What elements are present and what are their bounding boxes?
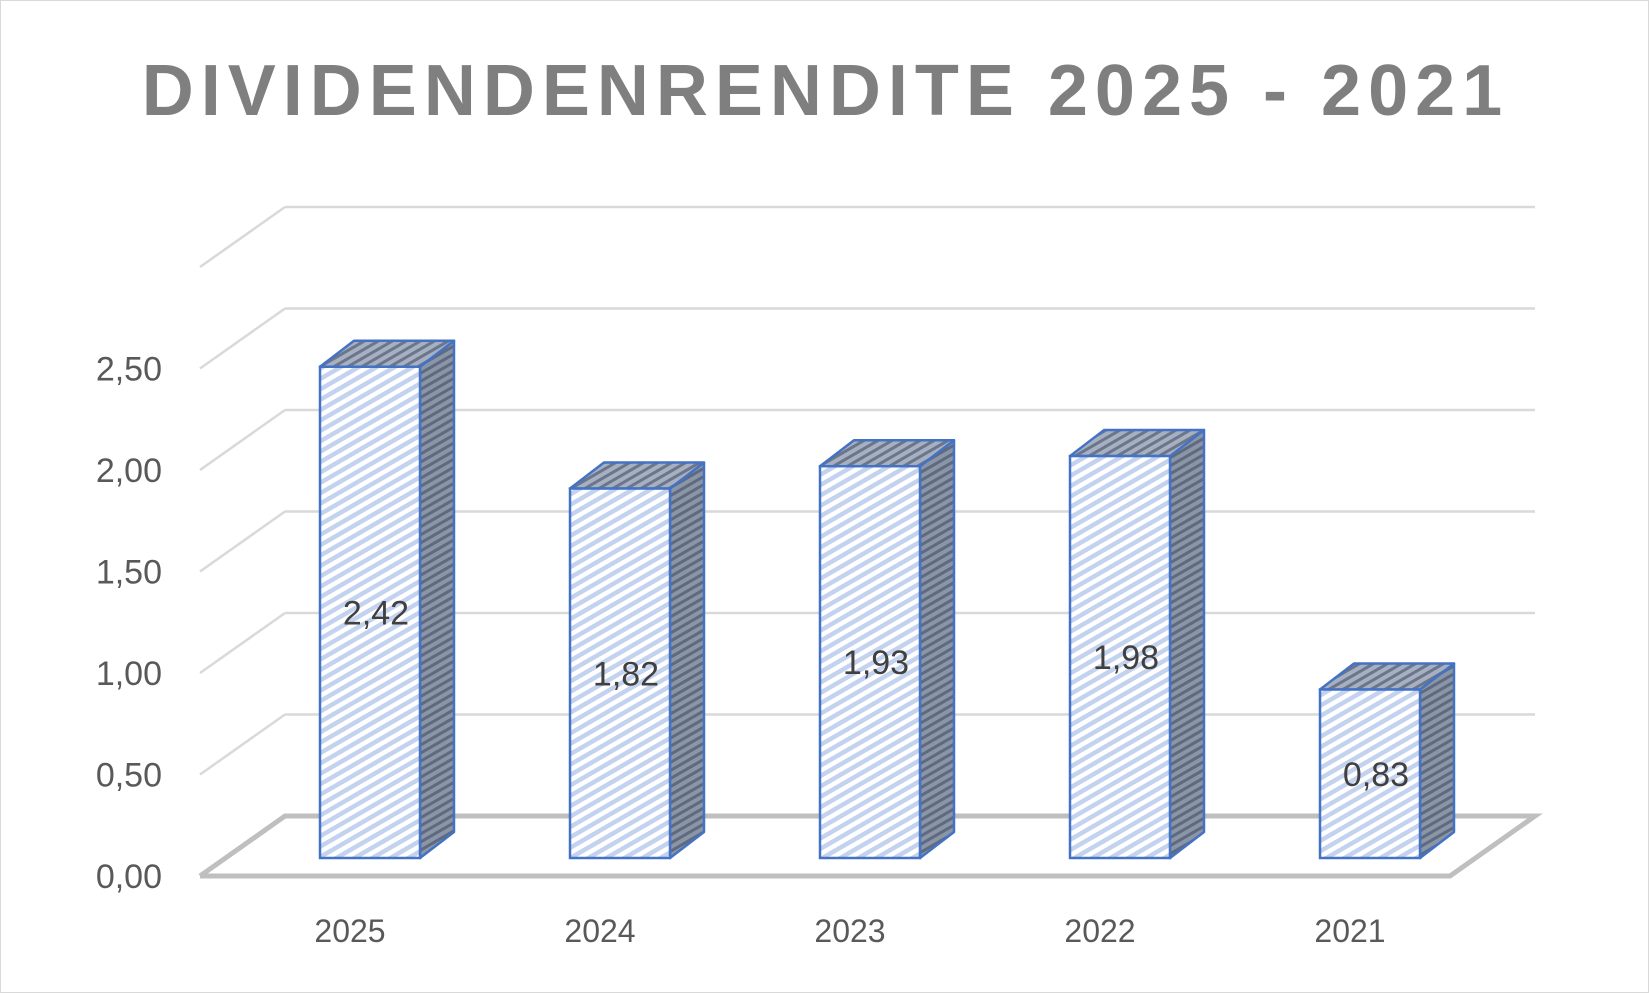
bars xyxy=(318,339,1456,860)
bar-2021 xyxy=(1318,662,1456,860)
y-tick-label: 0,00 xyxy=(96,858,162,896)
data-labels: 2,42 1,82 1,93 1,98 0,83 xyxy=(343,594,1409,793)
gridline-side xyxy=(199,205,286,269)
bar-front xyxy=(1068,454,1172,860)
gridline-side xyxy=(199,611,286,675)
bar-side xyxy=(418,339,456,860)
bar-front xyxy=(568,487,672,860)
bar-front xyxy=(1318,688,1422,860)
data-label-2021: 0,83 xyxy=(1343,756,1409,794)
chart-floor xyxy=(198,813,1543,879)
bar-side xyxy=(668,461,706,860)
x-category-label: 2023 xyxy=(814,913,885,949)
y-tick-label: 0,50 xyxy=(96,757,162,795)
bar-side xyxy=(1418,662,1456,860)
bar-2024 xyxy=(568,461,706,860)
x-category-label: 2021 xyxy=(1314,913,1385,949)
bar-2023 xyxy=(818,438,956,860)
x-category-label: 2025 xyxy=(314,913,385,949)
data-label-2022: 1,98 xyxy=(1093,639,1159,677)
bar-side xyxy=(918,438,956,860)
bar-side xyxy=(1168,428,1206,860)
x-category-label: 2024 xyxy=(564,913,635,949)
x-axis-categories: 2025 2024 2023 2022 2021 xyxy=(314,913,1385,949)
floor-outline xyxy=(198,813,1543,879)
chart-title: DIVIDENDENRENDITE 2025 - 2021 xyxy=(141,51,1510,131)
y-axis-ticks: 0,00 0,50 1,00 1,50 2,00 2,50 xyxy=(96,351,162,897)
gridline-side xyxy=(199,307,286,370)
bar-front xyxy=(318,365,422,860)
data-label-2023: 1,93 xyxy=(843,644,909,682)
gridline-side xyxy=(199,713,286,776)
y-tick-label: 1,50 xyxy=(96,554,162,592)
data-label-2024: 1,82 xyxy=(593,655,659,693)
gridline-side xyxy=(199,408,286,472)
bar-front xyxy=(818,464,922,860)
x-category-label: 2022 xyxy=(1064,913,1135,949)
bar-2025 xyxy=(318,339,456,860)
y-tick-label: 1,00 xyxy=(96,655,162,693)
y-tick-label: 2,50 xyxy=(96,351,162,389)
bar-2022 xyxy=(1068,428,1206,860)
data-label-2025: 2,42 xyxy=(343,594,409,632)
y-tick-label: 2,00 xyxy=(96,452,162,490)
gridline-side xyxy=(199,510,286,573)
